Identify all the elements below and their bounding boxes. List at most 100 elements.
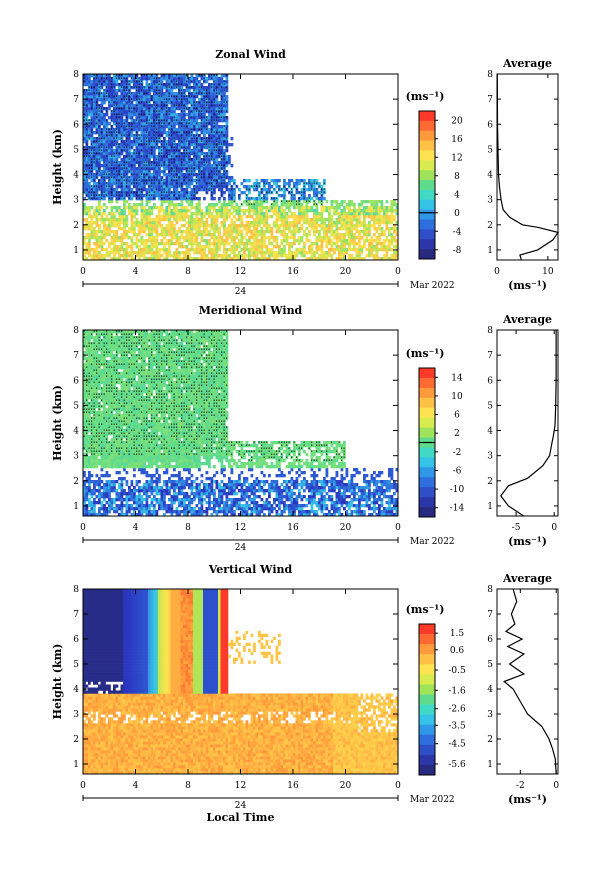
heatmap-cell [390,236,394,240]
heatmap-cell [150,113,154,117]
heatmap-cell [93,257,96,261]
heatmap-cell [353,245,356,249]
heatmap-cell [83,167,86,171]
heatmap-cell [283,221,286,225]
sig-dot [118,197,120,199]
heatmap-cell [365,230,369,234]
sig-dot [166,119,168,121]
heatmap-cell [93,131,96,135]
heatmap-cell [265,218,269,222]
heatmap-cell [180,206,184,210]
heatmap-cell [320,212,324,216]
heatmap-cell [388,245,391,249]
heatmap-cell [395,221,399,225]
heatmap-cell [210,173,214,177]
heatmap-cell [303,221,306,225]
heatmap-cell [110,149,114,153]
heatmap-cell [213,224,216,228]
sig-dot [156,74,158,76]
sig-dot [158,116,160,118]
heatmap-cell [343,242,346,246]
heatmap-cell [218,173,221,177]
heatmap-cell [215,236,219,240]
heatmap-cell [83,101,86,105]
heatmap-cell [155,233,159,237]
heatmap-cell [333,233,336,237]
heatmap-cell [150,212,154,216]
sig-dot [98,179,100,181]
heatmap-cell [345,251,349,255]
heatmap-cell [320,257,324,261]
heatmap-cell [233,236,236,240]
heatmap-cell [103,254,106,258]
heatmap-cell [178,116,181,120]
sig-dot [156,104,158,106]
sig-dot [123,77,125,79]
heatmap-cell [395,257,399,261]
sig-dot [103,161,105,163]
heatmap-cell [135,125,139,129]
heatmap-cell [255,188,259,192]
heatmap-cell [140,86,144,90]
heatmap-cell [285,257,289,261]
heatmap-cell [283,182,286,186]
heatmap-cell [135,92,139,96]
heatmap-cell [183,215,186,219]
heatmap-cell [198,233,201,237]
heatmap-cell [233,248,236,252]
heatmap-cell [178,74,181,78]
heatmap-cell [353,209,356,213]
heatmap-cell [190,92,194,96]
heatmap-cell [323,236,326,240]
sig-dot [166,191,168,193]
heatmap-cell [295,248,299,252]
heatmap-cell [123,104,126,108]
heatmap-cell [293,239,296,243]
heatmap-cell [323,197,326,201]
sig-dot [161,101,163,103]
heatmap-cell [313,242,316,246]
heatmap-cell [140,242,144,246]
sig-dot [156,119,158,121]
heatmap-cell [298,212,301,216]
sig-dot [176,131,178,133]
heatmap-cell [135,113,139,117]
sig-dot [161,83,163,85]
heatmap-cell [383,242,386,246]
heatmap-cell [218,206,221,210]
sig-dot [153,146,155,148]
heatmap-cell [128,203,131,207]
heatmap-cell [330,242,334,246]
sig-dot [128,92,130,94]
heatmap-cell [185,221,189,225]
heatmap-cell [90,206,94,210]
heatmap-cell [160,92,164,96]
heatmap-cell [135,224,139,228]
heatmap-cell [253,242,256,246]
sig-dot [168,128,170,130]
sig-dot [116,77,118,79]
heatmap-cell [128,131,131,135]
heatmap-cell [93,251,96,255]
sig-dot [96,173,98,175]
heatmap-cell [315,227,319,231]
heatmap-cell [330,248,334,252]
heatmap-cell [393,251,396,255]
sig-dot [103,191,105,193]
sig-dot [168,197,170,199]
sig-dot [176,176,178,178]
heatmap-cell [125,188,129,192]
heatmap-cell [315,191,319,195]
heatmap-cell [158,185,161,189]
heatmap-cell [395,230,399,234]
sig-dot [113,167,115,169]
heatmap-cell [133,221,136,225]
heatmap-cell [130,206,134,210]
heatmap-cell [220,149,224,153]
heatmap-cell [203,188,206,192]
heatmap-cell [250,251,254,255]
heatmap-cell [133,119,136,123]
heatmap-cell [88,170,91,174]
heatmap-cell [113,242,116,246]
sig-dot [148,104,150,106]
